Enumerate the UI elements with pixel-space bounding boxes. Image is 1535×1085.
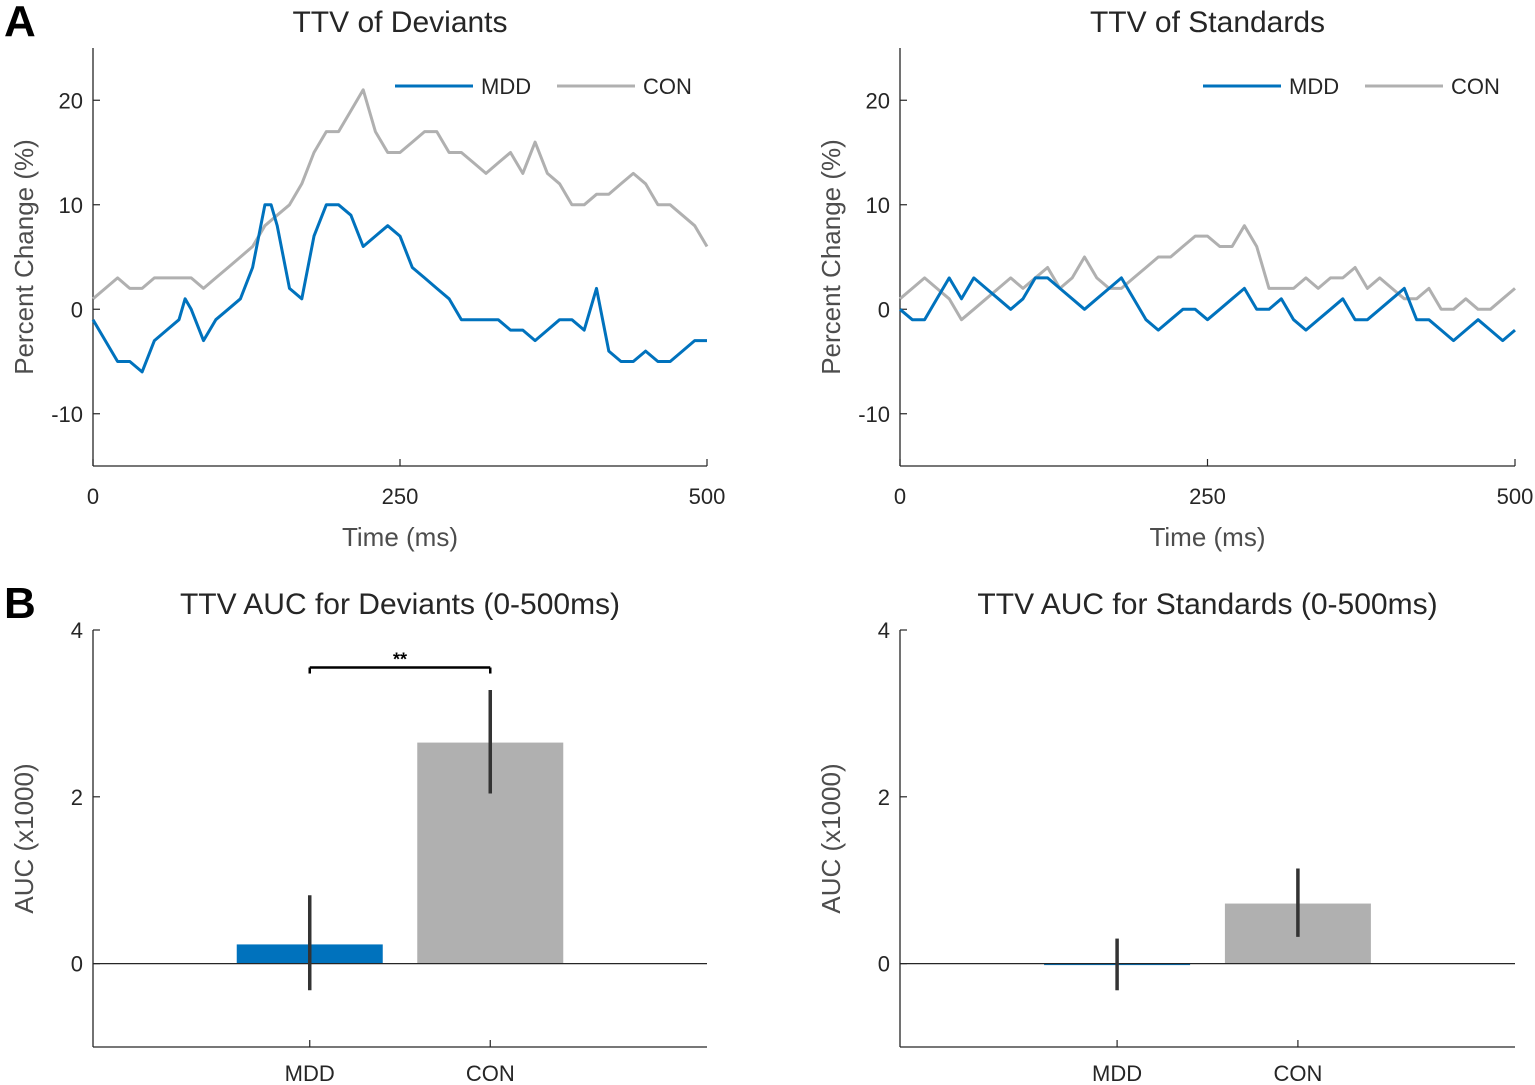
chart-ttv-std: TTV of Standards -10 0 10 20 Percent Change (… xyxy=(816,6,1533,552)
x-tick-label-con: CON xyxy=(1273,1061,1322,1085)
y-tick-label: 10 xyxy=(866,193,890,218)
chart-auc-dev: TTV AUC for Deviants (0-500ms) 0 2 4 AUC (x1… xyxy=(9,588,707,1085)
legend-label-mdd: MDD xyxy=(481,74,531,99)
y-tick-label: 2 xyxy=(878,785,890,810)
y-tick-label: 10 xyxy=(59,193,83,218)
chart-ttv-dev: TTV of Deviants -10 0 10 20 Percent Change (%… xyxy=(9,6,725,552)
y-axis-label: AUC (x1000) xyxy=(816,763,846,913)
chart-title: TTV AUC for Standards (0-500ms) xyxy=(977,588,1437,621)
y-tick-label: 2 xyxy=(71,785,83,810)
y-tick-label: -10 xyxy=(858,402,890,427)
x-tick-label: 0 xyxy=(894,484,906,509)
panel-label-a: A xyxy=(4,0,36,46)
y-tick-label: 20 xyxy=(59,88,83,113)
y-tick-label: 0 xyxy=(71,952,83,977)
y-tick-label: 4 xyxy=(71,618,83,643)
x-tick-label: 250 xyxy=(1189,484,1226,509)
series-line-mdd xyxy=(899,276,1516,343)
significance-label: ** xyxy=(393,650,407,670)
x-tick-label: 250 xyxy=(382,484,419,509)
legend-label-mdd: MDD xyxy=(1289,74,1339,99)
x-tick-label: 500 xyxy=(1497,484,1534,509)
y-tick-label: 0 xyxy=(71,297,83,322)
x-tick-label: 0 xyxy=(87,484,99,509)
y-tick-label: 0 xyxy=(878,952,890,977)
x-tick-label-mdd: MDD xyxy=(285,1061,335,1085)
series-line-con xyxy=(899,224,1516,322)
y-tick-label: 0 xyxy=(878,297,890,322)
panel-label-b: B xyxy=(4,579,36,628)
y-tick-label: 4 xyxy=(878,618,890,643)
chart-title: TTV AUC for Deviants (0-500ms) xyxy=(180,588,620,621)
series-line-mdd xyxy=(91,203,707,374)
x-tick-label-mdd: MDD xyxy=(1092,1061,1142,1085)
legend-label-con: CON xyxy=(643,74,692,99)
y-axis-label: Percent Change (%) xyxy=(816,139,846,375)
y-tick-label: -10 xyxy=(51,402,83,427)
y-axis-label: Percent Change (%) xyxy=(9,139,39,375)
x-axis-label: Time (ms) xyxy=(342,522,458,552)
chart-auc-std: TTV AUC for Standards (0-500ms) 0 2 4 AUC (x… xyxy=(816,588,1515,1085)
series-line-con xyxy=(92,88,709,300)
x-tick-label: 500 xyxy=(689,484,726,509)
chart-title: TTV of Deviants xyxy=(292,6,507,39)
x-axis-label: Time (ms) xyxy=(1149,522,1265,552)
x-tick-label-con: CON xyxy=(466,1061,515,1085)
y-tick-label: 20 xyxy=(866,88,890,113)
y-axis-label: AUC (x1000) xyxy=(9,763,39,913)
chart-title: TTV of Standards xyxy=(1090,6,1325,39)
legend-label-con: CON xyxy=(1451,74,1500,99)
